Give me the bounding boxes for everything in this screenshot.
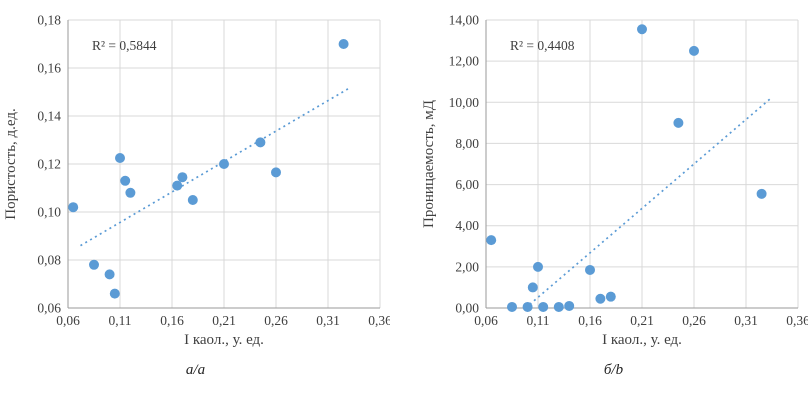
- x-tick-label: 0,36: [368, 313, 390, 328]
- scatter-point: [254, 137, 265, 148]
- scatter-point: [124, 187, 135, 198]
- scatter-figure-pair: R² = 0,5844 0,06 0,08 0,10 0,12 0,14 0,16 0,18 0…: [2, 6, 809, 379]
- r-squared-label: R² = 0,5844: [92, 38, 157, 53]
- x-tick-label: 0,16: [160, 313, 184, 328]
- y-tick-label: 0,08: [37, 253, 61, 268]
- scatter-point: [338, 39, 349, 49]
- permeability-vs-kaolinite-chart: R² = 0,4408 0,00 2,00 4,00 6,00 8,00 10,00 12,0…: [421, 13, 809, 349]
- x-tick-label: 0,06: [474, 313, 498, 328]
- x-tick-label: 0,06: [56, 313, 80, 328]
- scatter-point: [88, 259, 99, 270]
- y-tick-label: 0,16: [37, 61, 61, 76]
- porosity-chart-figure: R² = 0,5844 0,06 0,08 0,10 0,12 0,14 0,16 0,18 0…: [2, 6, 392, 379]
- porosity-vs-kaolinite-chart: R² = 0,5844 0,06 0,08 0,10 0,12 0,14 0,16 0,18 0…: [3, 13, 392, 349]
- scatter-point: [119, 175, 130, 186]
- x-tick-label: 0,11: [108, 313, 131, 328]
- x-tick-label: 0,26: [682, 313, 706, 328]
- y-tick-label: 0,10: [37, 205, 61, 220]
- scatter-point: [104, 269, 115, 280]
- y-tick-label: 4,00: [455, 218, 479, 233]
- scatter-point: [522, 301, 533, 312]
- scatter-point: [584, 264, 595, 275]
- permeability-chart: R² = 0,4408 0,00 2,00 4,00 6,00 8,00 10,00 12,0…: [420, 6, 809, 350]
- y-tick-label: 6,00: [455, 177, 479, 192]
- scatter-point: [527, 282, 538, 293]
- scatter-point: [218, 159, 229, 169]
- scatter-point: [109, 288, 120, 299]
- x-axis-title: I каол., у. ед.: [184, 332, 264, 348]
- permeability-chart-figure: R² = 0,4408 0,00 2,00 4,00 6,00 8,00 10,00 12,0…: [420, 6, 809, 379]
- y-tick-label: 0,14: [37, 109, 61, 124]
- y-tick-label: 0,00: [455, 301, 479, 316]
- trendline: [524, 97, 772, 309]
- y-tick-label: 12,00: [448, 54, 479, 69]
- scatter-point: [532, 261, 543, 272]
- scatter-point: [553, 301, 564, 312]
- y-tick-label: 14,00: [448, 13, 479, 28]
- r-squared-label: R² = 0,4408: [510, 38, 575, 53]
- scatter-point: [187, 195, 198, 205]
- scatter-point: [636, 24, 647, 35]
- y-axis-title: Пористость, д.ед.: [3, 108, 19, 220]
- trendline: [79, 86, 351, 247]
- x-tick-label: 0,26: [264, 313, 288, 328]
- scatter-point: [67, 202, 78, 213]
- scatter-point: [506, 301, 517, 312]
- chart-caption-a: а/a: [185, 362, 206, 378]
- scatter-point: [594, 293, 605, 304]
- scatter-point: [688, 45, 699, 56]
- x-tick-label: 0,31: [316, 313, 340, 328]
- x-tick-label: 0,11: [526, 313, 549, 328]
- y-tick-label: 8,00: [455, 136, 479, 151]
- x-axis-title: I каол., у. ед.: [602, 332, 682, 348]
- porosity-chart: R² = 0,5844 0,06 0,08 0,10 0,12 0,14 0,16 0,18 0…: [2, 6, 392, 350]
- y-axis-title: Проницаемость, мД: [421, 100, 437, 228]
- scatter-point: [485, 235, 496, 246]
- scatter-point: [171, 180, 182, 191]
- scatter-point: [672, 117, 683, 128]
- y-tick-label: 10,00: [448, 95, 479, 110]
- x-tick-label: 0,31: [734, 313, 758, 328]
- x-tick-label: 0,16: [578, 313, 602, 328]
- scatter-point: [114, 153, 125, 163]
- scatter-point: [270, 167, 281, 178]
- y-tick-label: 0,06: [37, 301, 61, 316]
- scatter-point: [176, 172, 187, 183]
- chart-caption-b: б/b: [603, 362, 624, 378]
- x-tick-label: 0,21: [630, 313, 654, 328]
- scatter-point: [756, 188, 767, 199]
- scatter-point: [563, 300, 574, 311]
- y-tick-label: 2,00: [455, 259, 479, 274]
- scatter-point: [605, 291, 616, 302]
- x-tick-label: 0,21: [212, 313, 236, 328]
- x-tick-label: 0,36: [786, 313, 808, 328]
- y-tick-label: 0,18: [37, 13, 61, 28]
- scatter-point: [537, 301, 548, 312]
- y-tick-label: 0,12: [37, 157, 61, 172]
